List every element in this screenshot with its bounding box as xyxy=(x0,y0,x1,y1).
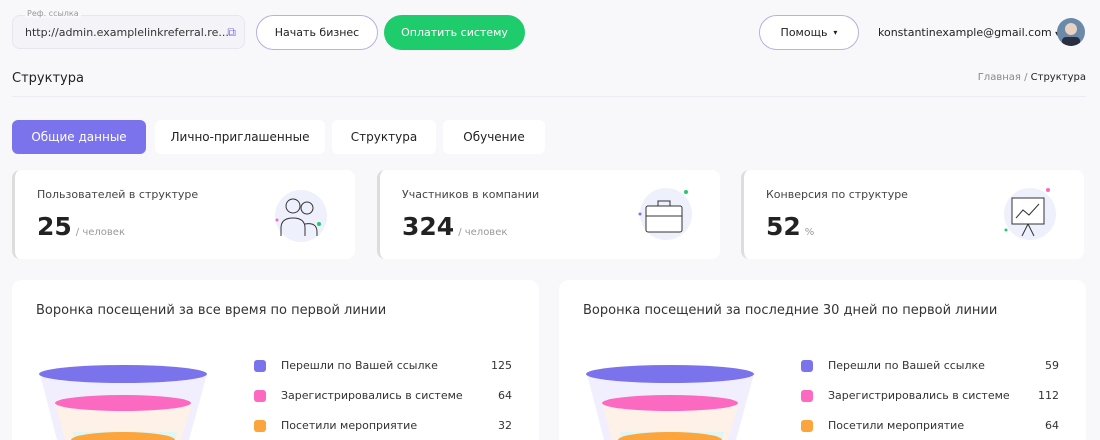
stat-title: Пользователей в структуре xyxy=(37,188,199,201)
legend-dot xyxy=(254,420,266,432)
avatar[interactable] xyxy=(1057,18,1085,46)
referral-link-field[interactable]: Реф. ссылка http://admin.examplelinkrefe… xyxy=(12,9,245,49)
briefcase-icon xyxy=(638,188,692,240)
legend-value: 59 xyxy=(1045,359,1059,372)
legend-label: Перешли по Вашей ссылке xyxy=(281,359,438,372)
legend-dot xyxy=(254,390,266,402)
legend-value: 64 xyxy=(1045,419,1059,432)
funnel-stage-1 xyxy=(39,365,207,383)
stat-value: 25 xyxy=(37,212,72,241)
funnel-stage-3 xyxy=(618,432,722,440)
legend-dot xyxy=(801,420,813,432)
tab-personally-invited[interactable]: Лично-приглашенные xyxy=(155,120,325,154)
funnel-panel-all-time: Воронка посещений за все время по первой… xyxy=(12,280,539,440)
breadcrumb-current: Структура xyxy=(1030,72,1086,83)
stat-unit: / человек xyxy=(75,227,126,238)
stat-title: Участников в компании xyxy=(402,188,540,201)
funnel-chart xyxy=(39,365,207,440)
legend-value: 112 xyxy=(1038,389,1059,402)
legend-label: Посетили мероприятие xyxy=(281,419,418,432)
stat-value: 52 xyxy=(766,212,801,241)
user-menu[interactable]: konstantinexample@gmail.com ▾ xyxy=(878,26,1059,39)
legend-label: Зарегистрировались в системе xyxy=(828,389,1010,402)
panel-title: Воронка посещений за все время по первой… xyxy=(36,303,387,318)
breadcrumb-separator: / xyxy=(1024,72,1028,83)
chevron-down-icon: ▾ xyxy=(833,28,838,37)
funnel-stage-1 xyxy=(586,365,754,383)
divider xyxy=(12,96,1086,97)
legend-dot xyxy=(801,390,813,402)
users-icon xyxy=(275,190,327,242)
legend-dot xyxy=(254,360,266,372)
user-email: konstantinexample@gmail.com xyxy=(878,26,1052,39)
stat-unit: % xyxy=(804,227,815,238)
funnel-stage-2 xyxy=(55,395,191,411)
stat-value: 324 xyxy=(402,212,455,241)
stat-unit: / человек xyxy=(458,227,508,238)
tab-training[interactable]: Обучение xyxy=(443,120,545,154)
breadcrumb: Главная / Структура xyxy=(978,72,1086,83)
legend-label: Перешли по Вашей ссылке xyxy=(828,359,985,372)
stat-card-conversion: Конверсия по структуре 52% xyxy=(741,170,1084,259)
legend-value: 64 xyxy=(498,389,512,402)
start-business-button[interactable]: Начать бизнес xyxy=(256,15,378,50)
funnel-chart xyxy=(586,365,754,440)
stat-title: Конверсия по структуре xyxy=(766,188,908,201)
copy-icon[interactable]: ⧉ xyxy=(227,25,236,39)
stat-card-users: Пользователей в структуре 25/ человек xyxy=(12,170,355,259)
tab-general[interactable]: Общие данные xyxy=(12,120,146,154)
help-button[interactable]: Помощь ▾ xyxy=(759,15,859,50)
presentation-chart-icon xyxy=(1004,188,1056,240)
legend-value: 125 xyxy=(491,359,512,372)
breadcrumb-home[interactable]: Главная xyxy=(977,72,1021,83)
panel-title: Воронка посещений за последние 30 дней п… xyxy=(583,303,998,318)
funnel-stage-3 xyxy=(71,432,175,440)
referral-link-value: http://admin.examplelinkreferral.re... xyxy=(25,26,229,39)
funnel-panel-30-days: Воронка посещений за последние 30 дней п… xyxy=(559,280,1086,440)
help-label: Помощь xyxy=(780,26,828,39)
legend-value: 32 xyxy=(498,419,512,432)
funnel-stage-2 xyxy=(602,395,738,411)
legend-label: Посетили мероприятие xyxy=(828,419,965,432)
pay-system-button[interactable]: Оплатить систему xyxy=(384,15,525,50)
referral-link-label: Реф. ссылка xyxy=(25,9,81,18)
legend-dot xyxy=(801,360,813,372)
tab-structure[interactable]: Структура xyxy=(332,120,436,154)
page-title: Структура xyxy=(12,71,84,86)
legend-label: Зарегистрировались в системе xyxy=(281,389,463,402)
stat-card-participants: Участников в компании 324/ человек xyxy=(377,170,720,259)
